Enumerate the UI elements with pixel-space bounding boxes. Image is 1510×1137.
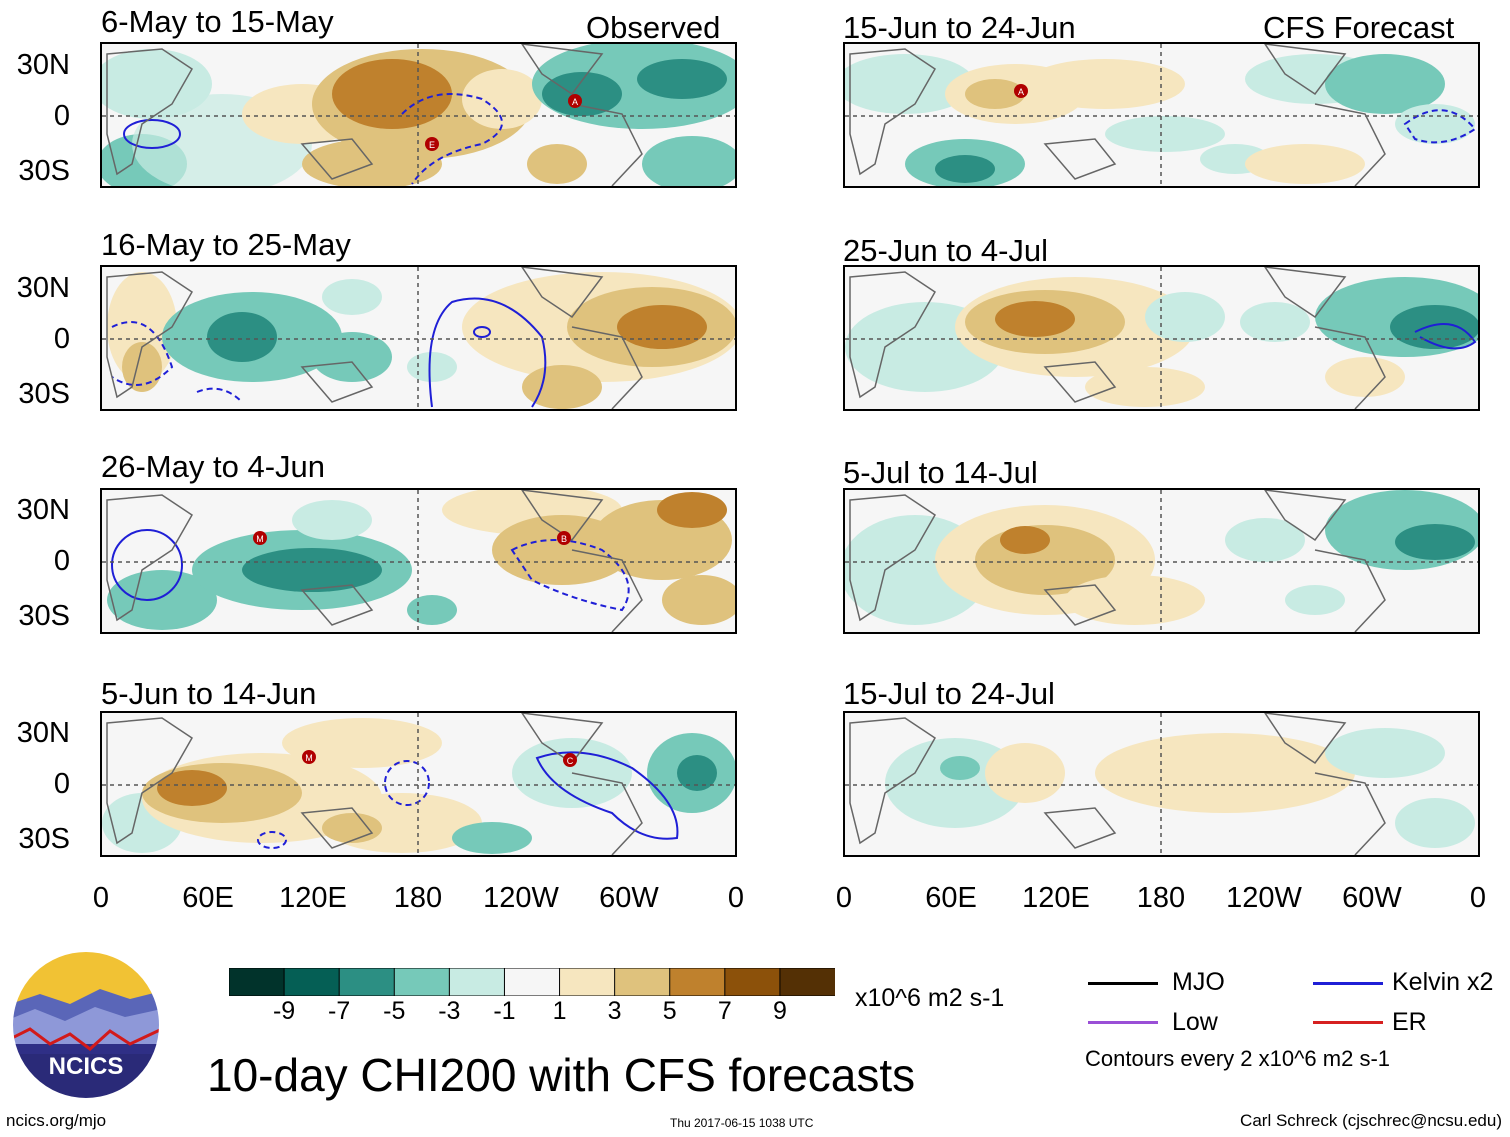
lon-label: 0 bbox=[92, 882, 110, 914]
svg-text:B: B bbox=[561, 534, 567, 544]
mjo-legend-line bbox=[1088, 982, 1158, 985]
map-panel-left-3: M C bbox=[100, 711, 737, 857]
lat-label-30s: 30S bbox=[18, 823, 70, 855]
lat-label-30n: 30N bbox=[16, 272, 70, 304]
contour-note: Contours every 2 x10^6 m2 s-1 bbox=[1085, 1046, 1391, 1071]
lon-label: 120W bbox=[1226, 882, 1302, 914]
lon-label: 180 bbox=[393, 882, 443, 914]
units-label: x10^6 m2 s-1 bbox=[855, 984, 1005, 1012]
storm-marker: A bbox=[1014, 84, 1028, 98]
kelvin-legend-label: Kelvin x2 bbox=[1392, 968, 1494, 996]
map-panel-right-0: A bbox=[843, 42, 1480, 188]
panel-title: 26-May to 4-Jun bbox=[101, 449, 325, 484]
colorbar-swatch bbox=[283, 967, 341, 997]
figure-title: 10-day CHI200 with CFS forecasts bbox=[207, 1049, 916, 1101]
lon-label: 60E bbox=[925, 882, 977, 914]
colorbar-tick-label: 5 bbox=[662, 997, 677, 1025]
colorbar bbox=[228, 967, 836, 1001]
lon-label: 120E bbox=[279, 882, 347, 914]
colorbar-swatch bbox=[338, 967, 396, 997]
colorbar-swatch bbox=[503, 967, 561, 997]
panel-title: 6-May to 15-May bbox=[101, 4, 334, 39]
lat-label-eq: 0 bbox=[53, 545, 70, 577]
svg-text:C: C bbox=[567, 756, 574, 766]
lon-label: 120E bbox=[1022, 882, 1090, 914]
map-panel-right-2 bbox=[843, 488, 1480, 634]
lat-label-eq: 0 bbox=[53, 768, 70, 800]
lon-label: 0 bbox=[727, 882, 745, 914]
er-legend-line bbox=[1313, 1021, 1383, 1024]
colorbar-tick-label: -9 bbox=[272, 997, 296, 1025]
map-panel-left-0: A E bbox=[100, 42, 737, 188]
panel-title: 5-Jun to 14-Jun bbox=[101, 676, 317, 711]
storm-marker: M bbox=[253, 531, 267, 545]
lon-label: 60E bbox=[182, 882, 234, 914]
lat-label-30n: 30N bbox=[16, 717, 70, 749]
lat-label-eq: 0 bbox=[53, 100, 70, 132]
svg-text:M: M bbox=[256, 534, 264, 544]
panel-title: 5-Jul to 14-Jul bbox=[843, 455, 1038, 490]
map-panel-left-2: M B bbox=[100, 488, 737, 634]
ncics-logo: NCICS bbox=[10, 949, 162, 1106]
lat-label-30n: 30N bbox=[16, 494, 70, 526]
svg-text:E: E bbox=[429, 140, 435, 150]
low-legend-label: Low bbox=[1172, 1008, 1218, 1036]
cfs-forecast-label: CFS Forecast bbox=[1263, 10, 1455, 45]
svg-text:A: A bbox=[572, 97, 578, 107]
lat-label-eq: 0 bbox=[53, 323, 70, 355]
kelvin-legend-line bbox=[1313, 982, 1383, 985]
map-panel-right-3 bbox=[843, 711, 1480, 857]
colorbar-tick-label: -7 bbox=[328, 997, 351, 1025]
er-legend-label: ER bbox=[1392, 1008, 1427, 1036]
colorbar-swatch bbox=[448, 967, 506, 997]
lat-label-30s: 30S bbox=[18, 155, 70, 187]
lon-label: 0 bbox=[835, 882, 853, 914]
colorbar-swatch bbox=[779, 967, 836, 997]
map-panel-right-1 bbox=[843, 265, 1480, 411]
panel-title: 25-Jun to 4-Jul bbox=[843, 233, 1049, 268]
lat-label-30s: 30S bbox=[18, 378, 70, 410]
colorbar-swatch bbox=[669, 967, 726, 997]
colorbar-tick-label: 7 bbox=[717, 997, 732, 1025]
storm-marker: E bbox=[425, 137, 439, 151]
storm-marker: B bbox=[557, 531, 571, 545]
colorbar-tick-label: 9 bbox=[772, 997, 787, 1025]
lon-label: 0 bbox=[1469, 882, 1487, 914]
lat-label-30n: 30N bbox=[16, 49, 70, 81]
colorbar-swatch bbox=[393, 967, 451, 997]
svg-text:NCICS: NCICS bbox=[49, 1053, 124, 1080]
panel-title: 15-Jun to 24-Jun bbox=[843, 10, 1076, 45]
lat-label-30s: 30S bbox=[18, 600, 70, 632]
storm-marker: A bbox=[568, 94, 582, 108]
lon-label: 60W bbox=[599, 882, 659, 914]
low-legend-line bbox=[1088, 1021, 1158, 1024]
panel-title: 16-May to 25-May bbox=[101, 227, 351, 262]
colorbar-tick-label: 3 bbox=[607, 997, 622, 1025]
colorbar-swatch bbox=[724, 967, 781, 997]
colorbar-swatch bbox=[228, 967, 286, 997]
svg-text:A: A bbox=[1018, 87, 1024, 97]
storm-marker: M bbox=[302, 750, 316, 764]
lon-label: 60W bbox=[1342, 882, 1402, 914]
storm-marker: C bbox=[563, 753, 577, 767]
timestamp: Thu 2017-06-15 1038 UTC bbox=[670, 1116, 814, 1130]
colorbar-tick-label: -1 bbox=[493, 997, 516, 1025]
colorbar-tick-label: 1 bbox=[552, 997, 567, 1025]
lon-label: 180 bbox=[1136, 882, 1186, 914]
mjo-legend-label: MJO bbox=[1172, 968, 1225, 996]
author-credit: Carl Schreck (cjschrec@ncsu.edu) bbox=[1240, 1111, 1502, 1130]
lon-label: 120W bbox=[483, 882, 559, 914]
observed-label: Observed bbox=[586, 10, 721, 45]
colorbar-swatch bbox=[614, 967, 671, 997]
colorbar-swatch bbox=[559, 967, 616, 997]
colorbar-tick-label: -3 bbox=[438, 997, 461, 1025]
svg-text:M: M bbox=[305, 753, 313, 763]
colorbar-tick-label: -5 bbox=[383, 997, 406, 1025]
panel-title: 15-Jul to 24-Jul bbox=[843, 676, 1055, 711]
map-panel-left-1 bbox=[100, 265, 737, 411]
site-url[interactable]: ncics.org/mjo bbox=[6, 1111, 107, 1130]
